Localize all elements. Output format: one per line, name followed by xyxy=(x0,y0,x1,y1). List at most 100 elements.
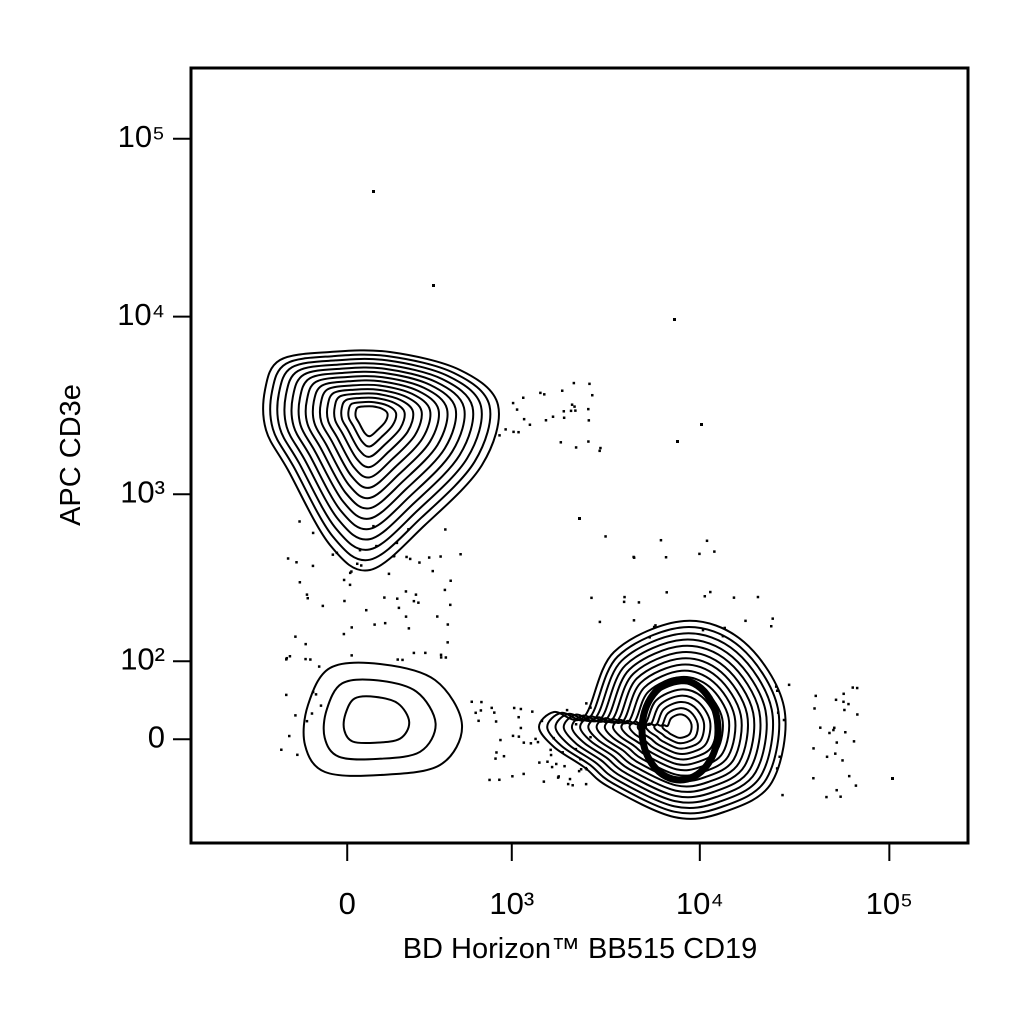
event-dot xyxy=(744,619,747,623)
event-dot xyxy=(834,698,838,702)
event-dot xyxy=(311,531,315,535)
event-dot xyxy=(499,738,502,742)
event-dot xyxy=(698,552,701,556)
event-dot xyxy=(637,601,641,604)
event-dot xyxy=(534,737,537,741)
event-dot xyxy=(854,784,858,787)
event-dot xyxy=(574,446,578,449)
event-dot xyxy=(439,656,443,659)
event-dot xyxy=(538,761,541,764)
event-dot xyxy=(414,593,418,596)
event-dot xyxy=(446,623,450,626)
event-dot xyxy=(623,595,626,599)
event-dot xyxy=(407,627,411,630)
event-dot xyxy=(511,734,515,738)
event-dot xyxy=(480,700,483,704)
event-dot xyxy=(833,726,836,730)
event-dot xyxy=(561,751,564,754)
event-dot xyxy=(511,401,515,405)
event-dot xyxy=(813,707,816,710)
event-dot xyxy=(511,775,514,778)
contour-line xyxy=(562,638,768,804)
event-dot xyxy=(432,284,435,287)
event-dot xyxy=(814,694,817,698)
event-dot xyxy=(364,608,368,612)
event-dot xyxy=(700,423,703,426)
event-dot xyxy=(446,641,449,644)
event-dot xyxy=(404,615,408,618)
event-dot xyxy=(584,782,588,786)
event-dot xyxy=(335,551,339,555)
event-dot xyxy=(536,740,540,744)
event-dot xyxy=(847,774,851,778)
contour-line xyxy=(311,379,440,500)
event-dot xyxy=(294,714,297,717)
event-dot xyxy=(343,599,346,603)
event-dot xyxy=(812,776,815,780)
contour-line xyxy=(276,357,483,551)
event-dot xyxy=(350,654,353,657)
event-dot xyxy=(494,720,498,723)
event-dot xyxy=(843,708,846,712)
event-dot xyxy=(490,706,493,710)
event-dot xyxy=(546,760,549,763)
x-tick-label: 10³ xyxy=(489,886,534,921)
event-dot xyxy=(825,795,828,799)
event-dot xyxy=(584,766,588,770)
event-dot xyxy=(474,711,477,715)
event-dot xyxy=(654,624,657,627)
event-dot xyxy=(515,408,519,411)
event-dot xyxy=(812,747,815,750)
event-dot xyxy=(529,742,533,745)
event-dot xyxy=(566,782,570,786)
contour-line xyxy=(290,366,466,531)
event-dot xyxy=(891,777,894,780)
contour-line xyxy=(554,632,775,810)
event-dot xyxy=(701,628,705,632)
event-dot xyxy=(407,528,410,531)
event-dot xyxy=(560,389,564,392)
contour-line xyxy=(579,651,756,793)
event-dot xyxy=(405,555,408,559)
event-dot xyxy=(519,707,523,711)
event-dot xyxy=(552,736,555,740)
event-dot xyxy=(573,405,576,408)
x-tick-label: 10⁵ xyxy=(866,886,913,921)
event-dot xyxy=(709,590,712,594)
event-dot xyxy=(304,642,307,646)
event-dot xyxy=(449,603,452,607)
event-dot xyxy=(373,623,376,626)
event-dot xyxy=(288,734,291,738)
event-dot xyxy=(317,665,321,668)
event-dot xyxy=(632,556,636,559)
event-dot xyxy=(648,636,651,639)
event-dot xyxy=(557,775,560,778)
event-dot xyxy=(540,719,544,723)
event-dot xyxy=(652,625,656,629)
contour-line xyxy=(587,657,749,788)
event-dot xyxy=(839,795,842,798)
event-dot xyxy=(395,541,399,545)
event-dot xyxy=(577,769,581,773)
event-dot xyxy=(589,735,592,739)
contour-line xyxy=(644,700,706,750)
event-dot xyxy=(342,578,346,582)
event-dot xyxy=(288,655,292,658)
event-dot xyxy=(856,713,859,716)
event-dot xyxy=(427,556,431,559)
event-dot xyxy=(622,600,626,604)
event-dot xyxy=(549,753,553,757)
event-dot xyxy=(383,596,386,599)
event-dot xyxy=(544,419,548,422)
event-dot xyxy=(372,524,375,528)
event-dot xyxy=(444,656,448,659)
contour-line xyxy=(628,688,718,761)
event-dot xyxy=(659,538,663,542)
event-dot xyxy=(775,767,779,770)
event-dot xyxy=(825,755,829,759)
event-dot xyxy=(851,686,854,689)
event-dot xyxy=(355,562,359,566)
event-dot xyxy=(498,434,501,437)
